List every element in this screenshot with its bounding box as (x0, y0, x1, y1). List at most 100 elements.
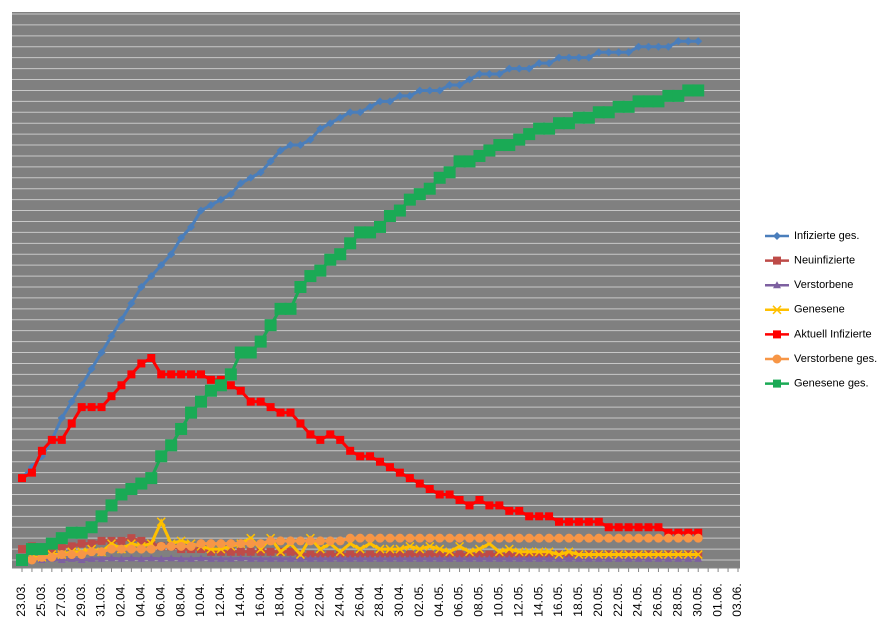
marker (644, 523, 653, 532)
marker (393, 204, 406, 217)
marker (117, 536, 126, 545)
marker (67, 419, 76, 428)
series (16, 84, 705, 566)
marker (187, 222, 196, 231)
marker (366, 102, 375, 111)
marker (654, 554, 663, 562)
marker (286, 554, 295, 562)
marker (694, 37, 703, 46)
marker (423, 182, 436, 195)
marker (415, 533, 425, 543)
marker (553, 117, 565, 130)
marker (525, 550, 534, 559)
marker (634, 42, 643, 51)
marker (346, 554, 355, 562)
marker (366, 554, 375, 562)
marker (664, 42, 673, 51)
marker (314, 264, 327, 277)
marker (664, 554, 673, 562)
marker (137, 283, 146, 291)
marker (306, 135, 315, 144)
marker (773, 330, 781, 339)
marker (644, 554, 653, 562)
marker (614, 48, 623, 57)
x-tick-label: 22.04. (313, 583, 327, 616)
marker (87, 547, 97, 557)
marker (326, 430, 335, 439)
marker (654, 523, 663, 532)
marker (435, 544, 445, 554)
marker (644, 533, 653, 543)
marker (594, 554, 603, 562)
marker (344, 237, 357, 250)
marker (455, 533, 465, 543)
marker (315, 536, 325, 546)
marker (534, 547, 544, 557)
marker (167, 250, 176, 259)
series (18, 37, 703, 483)
marker (305, 536, 315, 546)
x-tick-label: 26.05. (651, 583, 665, 616)
marker (574, 550, 584, 560)
marker (405, 550, 414, 559)
marker (435, 533, 445, 543)
marker (673, 550, 683, 560)
marker (97, 348, 106, 357)
marker (167, 370, 176, 379)
marker (644, 42, 653, 51)
marker (127, 534, 136, 543)
marker (385, 554, 394, 562)
marker (773, 256, 781, 265)
marker (425, 541, 435, 551)
marker (165, 439, 178, 452)
marker (773, 232, 781, 240)
marker (137, 536, 146, 545)
marker (77, 381, 86, 390)
marker (674, 528, 683, 537)
marker (276, 408, 285, 417)
marker (266, 157, 275, 166)
marker (582, 111, 595, 124)
x-tick-label: 04.05. (432, 583, 446, 616)
marker (592, 106, 605, 119)
marker (354, 226, 367, 239)
series (17, 533, 703, 565)
marker (206, 375, 215, 384)
x-tick-label: 06.05. (452, 583, 466, 616)
marker (544, 547, 554, 557)
marker (107, 554, 116, 562)
marker (493, 139, 506, 152)
marker (455, 554, 464, 562)
marker (355, 544, 365, 554)
marker (226, 381, 235, 390)
marker (485, 554, 494, 562)
marker (356, 452, 365, 461)
marker (355, 533, 365, 543)
x-tick-label: 20.05. (591, 583, 605, 616)
marker (445, 550, 454, 559)
marker (345, 533, 355, 543)
marker (574, 517, 583, 526)
marker (274, 302, 287, 315)
x-tick-label: 20.04. (293, 583, 307, 616)
x-tick-label: 02.04. (114, 583, 128, 616)
marker (65, 526, 78, 539)
marker (523, 128, 536, 141)
marker (236, 554, 245, 562)
marker (374, 220, 386, 233)
marker (77, 550, 87, 560)
marker (694, 554, 703, 562)
marker (624, 554, 633, 562)
marker (455, 550, 464, 559)
marker (336, 554, 345, 562)
marker (465, 554, 474, 562)
marker (445, 554, 454, 562)
x-tick-label: 12.04. (213, 583, 227, 616)
marker (674, 554, 683, 562)
marker (127, 299, 136, 308)
marker (186, 541, 196, 551)
marker (612, 100, 625, 113)
marker (415, 479, 424, 488)
marker (97, 547, 107, 557)
x-tick-label: 08.04. (173, 583, 187, 616)
